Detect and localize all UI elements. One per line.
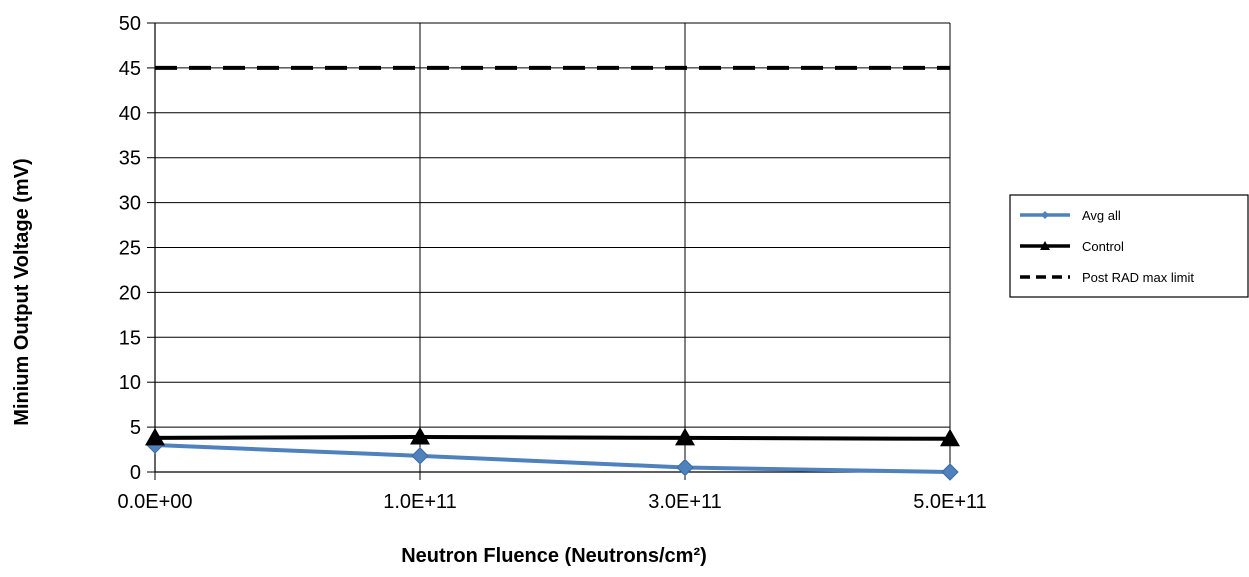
legend-marker-avg-all <box>1041 211 1049 219</box>
y-tick-labels: 0 5 10 15 20 25 30 35 40 45 50 <box>119 13 141 484</box>
y-tick-label: 20 <box>119 282 141 304</box>
y-tick-label: 35 <box>119 148 141 170</box>
y-tick-label: 30 <box>119 193 141 215</box>
y-tick-label: 10 <box>119 372 141 394</box>
series-line-control <box>154 434 951 441</box>
legend: Avg all Control Post RAD max limit <box>1009 194 1249 298</box>
axes <box>147 22 951 480</box>
legend-label-control: Control <box>1082 239 1124 254</box>
data-point-avg-all <box>676 458 694 477</box>
x-axis-title: Neutron Fluence (Neutrons/cm²) <box>401 545 707 567</box>
x-tick-label: 3.0E+11 <box>648 491 722 513</box>
y-tick-label: 45 <box>119 58 141 80</box>
legend-label-avg-all: Avg all <box>1082 208 1121 223</box>
data-point-avg-all <box>941 463 959 481</box>
data-point-control <box>675 427 695 446</box>
x-tick-labels: 0.0E+00 1.0E+11 3.0E+11 5.0E+11 <box>117 491 986 513</box>
series-line-avg-all <box>154 443 951 474</box>
data-point-avg-all <box>411 447 429 465</box>
y-tick-label: 25 <box>119 238 141 260</box>
data-point-control <box>145 427 165 446</box>
y-axis-title: Minium Output Voltage (mV) <box>11 158 33 425</box>
data-point-control <box>410 426 430 445</box>
x-tick-label: 5.0E+11 <box>913 491 987 513</box>
legend-marker-control <box>1040 241 1050 250</box>
legend-label-post-rad-max-limit: Post RAD max limit <box>1082 270 1194 285</box>
y-tick-label: 40 <box>119 103 141 125</box>
data-point-control <box>940 428 960 447</box>
y-tick-label: 50 <box>119 13 141 35</box>
x-tick-label: 0.0E+00 <box>117 491 192 513</box>
series-layer <box>145 65 960 481</box>
y-tick-label: 5 <box>130 417 141 439</box>
y-tick-label: 15 <box>119 327 141 349</box>
grid-lines <box>155 22 951 472</box>
y-tick-label: 0 <box>130 462 141 484</box>
x-tick-label: 1.0E+11 <box>383 491 457 513</box>
